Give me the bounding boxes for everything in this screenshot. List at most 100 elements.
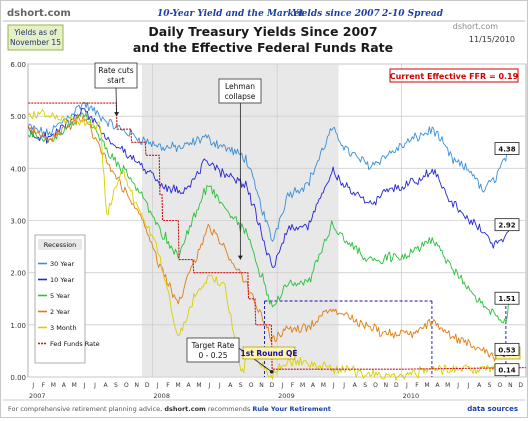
end-label-30y: 4.38 xyxy=(498,146,515,154)
y-tick-label: 4.00 xyxy=(10,165,26,173)
x-month-tick: J xyxy=(156,382,159,389)
rate-cuts-line1: Rate cuts xyxy=(98,66,133,75)
x-month-tick: A xyxy=(477,382,482,389)
ffr-callout-box xyxy=(389,68,519,83)
x-month-tick: O xyxy=(249,382,254,389)
x-month-tick: F xyxy=(166,382,170,389)
nav-link-10y-market[interactable]: 10-Year Yield and the Market xyxy=(157,9,304,19)
x-month-tick: J xyxy=(93,382,96,389)
footer-link[interactable]: Rule Your Retirement xyxy=(252,405,330,413)
qe1-label-text: 1st Round QE xyxy=(241,349,298,358)
footer-middle: recommends xyxy=(206,405,253,413)
y-tick-label: 5.00 xyxy=(10,113,26,121)
legend-recession-swatch xyxy=(38,239,82,250)
end-value-labels: 4.38 2.92 1.51 0.53 0.14 xyxy=(494,142,520,377)
end-label-box-10y xyxy=(494,218,520,232)
x-month-tick: M xyxy=(196,382,201,389)
x-month-tick: J xyxy=(456,382,459,389)
yields-asof-box: Yields as of November 15 xyxy=(7,24,64,51)
x-axis-year-labels: 2007 2008 2009 2010 xyxy=(29,392,419,400)
qe1-label: 1st Round QE xyxy=(241,346,298,360)
x-month-tick: J xyxy=(31,382,34,389)
legend-recession-label: Recession xyxy=(44,241,76,249)
legend-label-10y: 10 Year xyxy=(50,276,74,284)
nav-link-2-10-spread[interactable]: 2-10 Spread xyxy=(381,9,444,19)
x-month-tick: J xyxy=(342,382,345,389)
x-month-tick: F xyxy=(415,382,419,389)
x-month-tick: N xyxy=(259,382,264,389)
x-month-tick: O xyxy=(373,382,378,389)
target-rate-line1: Target Rate xyxy=(191,341,235,350)
series-line-30y xyxy=(27,101,511,242)
x-month-tick: J xyxy=(207,382,210,389)
x-year-label: 2008 xyxy=(153,392,170,400)
x-month-tick: M xyxy=(424,382,429,389)
end-label-5y: 1.51 xyxy=(498,295,515,303)
x-month-tick: J xyxy=(332,382,335,389)
x-month-tick: N xyxy=(508,382,513,389)
target-rate-line2: 0 - 0.25 xyxy=(199,351,228,360)
rate-cuts-line2: start xyxy=(107,76,125,85)
footer-brand[interactable]: dshort.com xyxy=(164,405,206,413)
target-rate-box xyxy=(186,337,240,363)
x-year-label: 2007 xyxy=(29,392,46,400)
x-month-tick: S xyxy=(114,382,118,389)
x-month-tick: D xyxy=(145,382,150,389)
series-lines xyxy=(27,101,526,381)
y-tick-label: 2.00 xyxy=(10,270,26,278)
x-month-tick: J xyxy=(83,382,86,389)
nav-link-yields-since-2007[interactable]: Yields since 2007 xyxy=(292,9,380,19)
qe-markers xyxy=(264,300,507,377)
x-month-tick: F xyxy=(42,382,46,389)
rate-cuts-arrowhead xyxy=(114,112,120,117)
lehman-line2: collapse xyxy=(225,92,256,101)
ffr-callout: Current Effective FFR = 0.19 xyxy=(389,68,519,83)
x-month-tick: M xyxy=(176,382,181,389)
footer-text: For comprehensive retirement planning ad… xyxy=(8,405,331,413)
rate-cuts-callout: Rate cuts start xyxy=(94,62,138,89)
rate-cuts-box xyxy=(94,62,138,89)
rate-cuts-arrow xyxy=(115,87,118,117)
x-month-tick: A xyxy=(311,382,316,389)
x-month-tick: A xyxy=(228,382,233,389)
yields-asof-line1: Yields as of xyxy=(13,28,57,37)
target-rate-callout: Target Rate 0 - 0.25 xyxy=(186,337,240,363)
brand-logo[interactable]: dshort.com xyxy=(7,8,71,19)
y-tick-label: 6.00 xyxy=(10,61,26,69)
legend-items: 30 Year 10 Year 5 Year 2 Year 3 Month Fed Fun… xyxy=(38,260,100,348)
x-month-tick: M xyxy=(300,382,305,389)
legend-label-3m: 3 Month xyxy=(50,324,77,332)
legend-label-5y: 5 Year xyxy=(50,292,70,300)
x-month-tick: O xyxy=(498,382,503,389)
legend-label-ffr: Fed Funds Rate xyxy=(50,340,100,348)
x-month-tick: O xyxy=(124,382,129,389)
end-label-box-5y xyxy=(494,291,520,305)
x-month-tick: M xyxy=(51,382,56,389)
data-sources-link[interactable]: data sources xyxy=(467,405,518,413)
legend: Recession 30 Year 10 Year 5 Year 2 Year 3 Mo… xyxy=(34,234,100,364)
x-month-tick: J xyxy=(281,382,284,389)
x-month-tick: S xyxy=(363,382,367,389)
x-month-tick: S xyxy=(488,382,492,389)
y-axis-ticks: 0.00 1.00 2.00 3.00 4.00 5.00 6.00 xyxy=(10,61,26,382)
date-brand: dshort.com xyxy=(453,22,498,31)
x-month-tick: A xyxy=(62,382,67,389)
x-month-tick: F xyxy=(291,382,295,389)
x-month-tick: A xyxy=(103,382,108,389)
x-month-tick: D xyxy=(270,382,275,389)
lehman-line1: Lehman xyxy=(225,82,255,91)
x-year-label: 2009 xyxy=(278,392,295,400)
x-month-tick: D xyxy=(518,382,523,389)
y-tick-label: 0.00 xyxy=(10,374,26,382)
lehman-box xyxy=(218,78,262,104)
series-line-3m xyxy=(27,109,511,381)
x-month-tick: J xyxy=(467,382,470,389)
end-label-box-3m xyxy=(494,363,520,377)
end-label-box-30y xyxy=(494,142,520,155)
end-label-box-2y xyxy=(494,342,520,356)
series-line-10y xyxy=(27,107,511,268)
qe1-label-box xyxy=(242,346,296,360)
x-month-tick: A xyxy=(186,382,191,389)
x-month-tick: S xyxy=(239,382,243,389)
